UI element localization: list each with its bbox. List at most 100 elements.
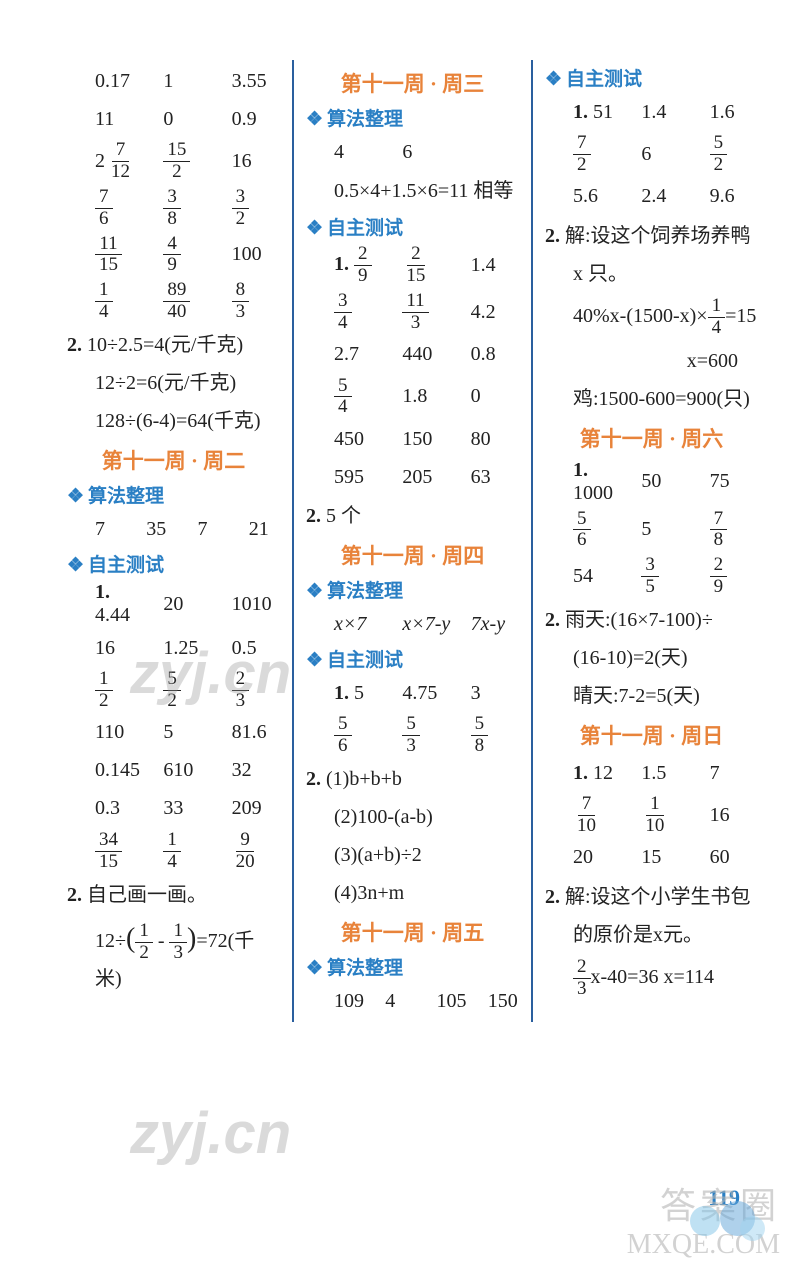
value: 21 <box>249 518 280 541</box>
section-header: ❖自主测试 <box>306 213 519 240</box>
test-grid: 1. 1000507556578543529 <box>545 459 758 599</box>
data-row: 763832 <box>67 187 280 230</box>
data-row: 72652 <box>545 133 758 176</box>
q-label: 2. <box>67 334 87 356</box>
decoration <box>680 1201 770 1241</box>
data-row: 1. 4.44201010 <box>67 581 280 627</box>
data-row: 1. 10005075 <box>545 459 758 505</box>
data-row: 201560 <box>545 841 758 875</box>
column-3: ❖自主测试 1. 511.41.6726525.62.49.6 2. 解:设这个… <box>533 60 770 1022</box>
data-row: 0.14561032 <box>67 754 280 788</box>
text: 的原价是x元。 <box>545 919 758 951</box>
equation: 23x-40=36 x=114 <box>545 957 758 1000</box>
data-row: 1100.9 <box>67 102 280 136</box>
data-row: 735721 <box>67 512 280 546</box>
data-row: 1. 292151.4 <box>306 244 519 287</box>
column-1: 0.1713.551100.9 271215216763832111549100… <box>55 60 294 1022</box>
q2-block: 2. 10÷2.5=4(元/千克) <box>67 329 280 361</box>
value: 1.5 <box>641 762 689 785</box>
value: 0.8 <box>471 343 519 366</box>
value: 1.4 <box>641 101 689 124</box>
data-row: 341514920 <box>67 830 280 873</box>
value: 150 <box>402 428 450 451</box>
data-row: 565358 <box>306 714 519 757</box>
q2-block: 2. 解:设这个小学生书包 <box>545 881 758 913</box>
diamond-icon: ❖ <box>306 109 323 130</box>
text: 鸡:1500-600=900(只) <box>545 383 758 415</box>
value: 60 <box>710 846 758 869</box>
value: 29 <box>710 555 758 598</box>
value: 7 <box>710 762 758 785</box>
data-row: 1. 511.41.6 <box>545 95 758 129</box>
value: 2.7 <box>334 343 382 366</box>
value: 113 <box>402 291 450 334</box>
test-grid: 1. 292151.4341134.22.74400.8541.80450150… <box>306 244 519 494</box>
value: 49 <box>163 234 211 277</box>
data-row: 450 150 80 <box>306 422 519 456</box>
week-header: 第十一周 · 周二 <box>67 445 280 475</box>
test-grid: 1. 54.753565358 <box>306 676 519 757</box>
value: 0 <box>163 108 211 131</box>
diamond-icon: ❖ <box>306 958 323 979</box>
value: 105 <box>437 990 468 1013</box>
value: 15 <box>641 846 689 869</box>
value: 7x-y <box>471 613 519 636</box>
value: 33 <box>163 797 211 820</box>
section-label: 算法整理 <box>88 486 164 507</box>
section-header: ❖自主测试 <box>306 645 519 672</box>
data-row: 4 6 <box>306 135 519 169</box>
value: 5.6 <box>573 185 621 208</box>
value: 3415 <box>95 830 143 873</box>
week-header: 第十一周 · 周四 <box>306 540 519 570</box>
section-label: 自主测试 <box>327 650 403 671</box>
data-row: 541.80 <box>306 376 519 419</box>
value: 72 <box>573 133 621 176</box>
q2-solution: 2. 解:设这个饲养场养鸭 <box>545 220 758 252</box>
value: 16 <box>710 804 758 827</box>
value: 63 <box>471 466 519 489</box>
text: 解:设这个饲养场养鸭 <box>565 225 751 247</box>
q-label: 2. <box>306 505 326 527</box>
week-header: 第十一周 · 周六 <box>545 423 758 453</box>
value: 34 <box>334 291 382 334</box>
value: 610 <box>163 759 211 782</box>
value: 110 <box>95 721 143 744</box>
week-header: 第十一周 · 周五 <box>306 917 519 947</box>
section-header: ❖算法整理 <box>306 104 519 131</box>
value: 4.75 <box>402 682 450 705</box>
value: 152 <box>163 140 211 183</box>
value: 450 <box>334 428 382 451</box>
value: 440 <box>402 343 450 366</box>
data-row: 1. 54.753 <box>306 676 519 710</box>
data-row: 543529 <box>545 555 758 598</box>
value: 35 <box>146 518 177 541</box>
data-row: 0.333209 <box>67 792 280 826</box>
value: 7 <box>95 518 126 541</box>
value: 109 <box>334 990 365 1013</box>
week-header: 第十一周 · 周日 <box>545 720 758 750</box>
q-label: 2. <box>67 884 87 906</box>
q2-line: 10÷2.5=4(元/千克) <box>87 334 243 356</box>
value: 58 <box>471 714 519 757</box>
value: 53 <box>402 714 450 757</box>
text: x 只。 <box>573 263 628 285</box>
text: 雨天:(16×7-100)÷ <box>565 609 713 631</box>
value: 80 <box>471 428 519 451</box>
section-header: ❖自主测试 <box>67 550 280 577</box>
value: 6 <box>402 141 450 164</box>
data-row: 125223 <box>67 669 280 712</box>
section-label: 自主测试 <box>88 555 164 576</box>
value: 1.6 <box>710 101 758 124</box>
value: 78 <box>710 509 758 552</box>
value: 1010 <box>232 593 280 616</box>
value: 1 <box>163 70 211 93</box>
value: 16 <box>232 150 280 173</box>
section-label: 算法整理 <box>327 581 403 602</box>
value: 209 <box>232 797 280 820</box>
value: 2.4 <box>641 185 689 208</box>
data-row: 1094105150 <box>306 984 519 1018</box>
value: 16 <box>95 637 143 660</box>
text: (16-10)=2(天) <box>545 642 758 674</box>
value: 0.9 <box>232 108 280 131</box>
value: 35 <box>641 555 689 598</box>
